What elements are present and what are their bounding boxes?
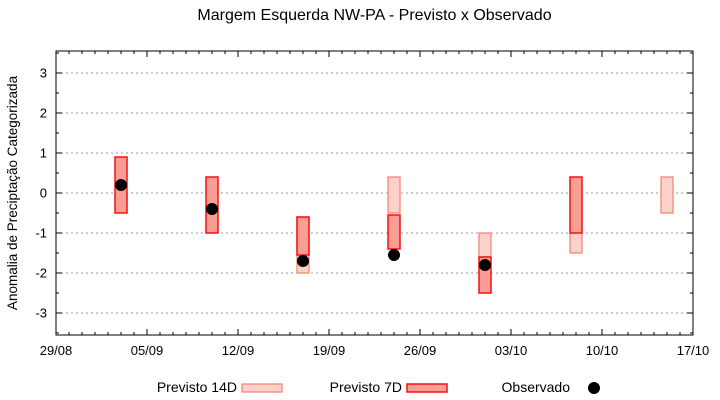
y-axis-label: Anomalia de Preciptação Categorizada [5, 75, 20, 310]
observado-dot [206, 203, 218, 215]
legend-swatch-previsto-14d [241, 383, 283, 393]
x-tick-label: 29/08 [40, 343, 73, 358]
legend-swatch-observado [588, 382, 600, 394]
observado-dot [115, 179, 127, 191]
y-tick-label: -3 [35, 306, 47, 321]
y-tick-label: 1 [40, 146, 47, 161]
x-tick-label: 17/10 [677, 343, 710, 358]
previsto-14d-box [478, 232, 492, 258]
x-tick-label: 26/09 [404, 343, 437, 358]
x-tick-label: 10/10 [586, 343, 619, 358]
legend-label-previsto-7d: Previsto 7D [330, 379, 402, 395]
legend-label-previsto-14d: Previsto 14D [157, 379, 237, 395]
y-tick-label: -1 [35, 226, 47, 241]
x-tick-label: 12/09 [222, 343, 255, 358]
observado-dot [388, 249, 400, 261]
observado-dot [297, 255, 309, 267]
y-tick-label: 3 [40, 66, 47, 81]
x-tick-label: 19/09 [313, 343, 346, 358]
y-tick-label: 0 [40, 186, 47, 201]
x-tick-label: 03/10 [495, 343, 528, 358]
y-tick-label: 2 [40, 106, 47, 121]
previsto-7d-box [296, 216, 310, 256]
previsto-14d-box [387, 176, 401, 214]
previsto-14d-box [569, 232, 583, 254]
observado-dot [479, 259, 491, 271]
legend-swatch-previsto-7d [406, 383, 448, 393]
previsto-7d-box [569, 176, 583, 234]
y-tick-label: -2 [35, 266, 47, 281]
chart-title: Margem Esquerda NW-PA - Previsto x Obser… [197, 7, 552, 24]
previsto-14d-box [660, 176, 674, 214]
legend-label-observado: Observado [502, 379, 571, 395]
previsto-7d-box [387, 214, 401, 250]
x-tick-label: 05/09 [131, 343, 164, 358]
